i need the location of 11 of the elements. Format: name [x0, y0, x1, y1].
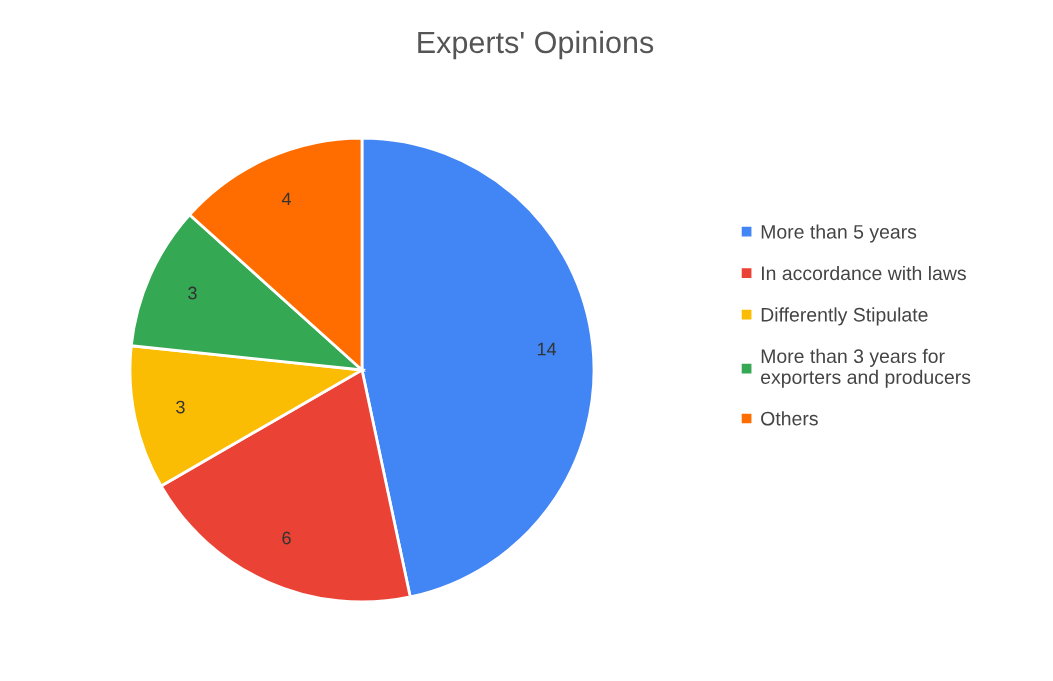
data-label: 14 [537, 342, 557, 356]
chart-title: Experts' Opinions [418, 30, 654, 60]
legend-label: Differently Stipulate [761, 307, 928, 326]
data-label: 3 [176, 400, 185, 414]
legend-label: In accordance with laws [761, 265, 966, 281]
legend-label: Others [761, 411, 818, 426]
legend-label: More than 5 years [761, 224, 917, 243]
data-label: 6 [282, 531, 291, 545]
legend-label: More than 3 years for exporters and producers [761, 348, 971, 388]
data-label: 3 [188, 286, 197, 300]
data-label: 4 [281, 192, 291, 206]
